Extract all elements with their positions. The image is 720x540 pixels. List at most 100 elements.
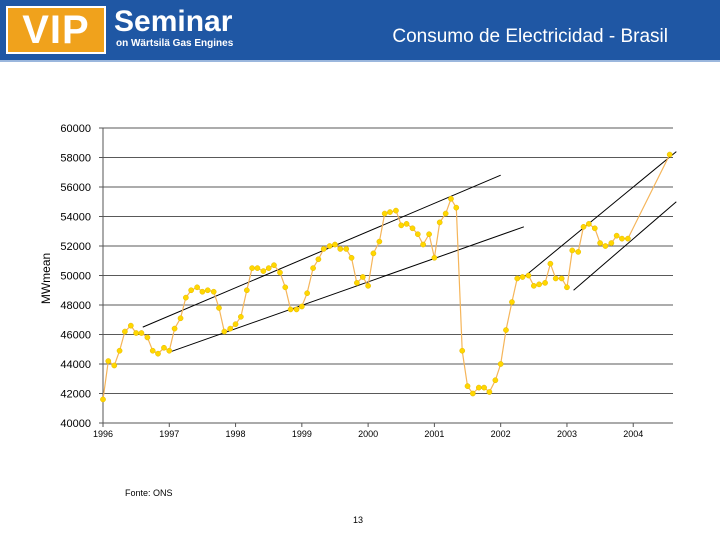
data-point [459, 347, 466, 354]
data-point [138, 330, 145, 336]
data-point [166, 347, 173, 354]
data-point [580, 223, 587, 230]
data-point [536, 281, 542, 288]
data-point [365, 282, 371, 289]
y-tick-label: 56000 [60, 182, 91, 194]
x-tick-label: 2000 [358, 429, 378, 439]
data-point [254, 265, 261, 271]
data-point [613, 232, 620, 239]
y-tick-label: 40000 [60, 418, 91, 430]
data-point [464, 383, 471, 389]
data-point [403, 221, 410, 227]
y-tick-label: 60000 [60, 123, 91, 135]
trend-line [142, 174, 501, 328]
logo-seminar: Seminar [114, 5, 233, 38]
data-point [232, 321, 239, 328]
y-tick-label: 54000 [60, 212, 91, 224]
data-point [271, 262, 277, 269]
data-point [298, 303, 305, 310]
data-point [204, 287, 211, 294]
trend-lines [142, 151, 677, 353]
data-point [149, 347, 156, 354]
header-divider [0, 60, 720, 62]
x-tick-label: 1999 [292, 429, 312, 439]
data-point [619, 235, 625, 242]
y-tick-label: 50000 [60, 271, 91, 283]
data-point [144, 334, 151, 341]
data-point [519, 274, 526, 280]
data-point [376, 238, 383, 245]
data-point [199, 288, 206, 295]
data-point [353, 280, 360, 286]
y-tick-label: 46000 [60, 330, 91, 342]
y-tick-label: 48000 [60, 300, 91, 312]
data-point [238, 313, 244, 320]
data-point [552, 275, 559, 282]
slide-title: Consumo de Electricidad - Brasil [392, 26, 668, 47]
data-point [436, 219, 443, 226]
data-point [370, 250, 377, 257]
data-point [171, 325, 178, 332]
data-point [111, 362, 118, 369]
data-point [398, 222, 405, 229]
y-tick-label: 44000 [60, 359, 91, 371]
data-point [431, 254, 438, 261]
data-point [585, 221, 592, 227]
data-point [182, 294, 189, 301]
data-point [210, 288, 217, 295]
data-point [591, 225, 598, 232]
data-point [194, 284, 200, 291]
data-points [100, 151, 673, 403]
data-point [575, 249, 582, 255]
data-point [525, 272, 532, 279]
x-tick-label: 1996 [93, 429, 113, 439]
x-tick-label: 1997 [159, 429, 179, 439]
data-point [448, 195, 454, 202]
x-tick-label: 2003 [557, 429, 577, 439]
y-tick-label: 52000 [60, 241, 91, 253]
data-point [243, 287, 250, 294]
y-tick-label: 58000 [60, 153, 91, 165]
x-tick-label: 2001 [424, 429, 444, 439]
data-point [409, 225, 416, 232]
data-point [558, 275, 565, 282]
data-point [260, 268, 267, 274]
trend-line [523, 151, 677, 278]
data-point [547, 260, 554, 267]
data-point [542, 280, 548, 286]
data-point [343, 246, 350, 252]
page-number: 13 [353, 515, 364, 525]
data-point [282, 284, 289, 291]
data-point [475, 384, 482, 391]
data-point [492, 377, 499, 384]
data-point [442, 210, 449, 217]
data-point [608, 240, 615, 246]
data-point [155, 350, 161, 357]
logo-subtitle: on Wärtsilä Gas Engines [116, 38, 234, 49]
x-axis-ticks: 1996 1997 1998 1999 2000 2001 2002 2003 2004 [93, 423, 643, 439]
data-point [161, 344, 167, 351]
data-point [387, 209, 393, 215]
data-point [227, 325, 234, 332]
data-point [105, 358, 112, 364]
data-point [315, 256, 322, 263]
data-point [481, 384, 487, 391]
logo-vip: VIP [6, 6, 106, 54]
data-point [133, 330, 139, 336]
data-point [265, 265, 272, 271]
data-point [569, 247, 576, 254]
data-point [348, 254, 355, 261]
data-point [497, 361, 504, 367]
data-point [216, 305, 222, 311]
x-tick-label: 2004 [623, 429, 643, 439]
data-point [426, 231, 432, 238]
data-point [116, 347, 123, 354]
series-line [102, 154, 671, 400]
data-point [666, 151, 673, 158]
data-point [486, 389, 493, 395]
x-tick-label: 1998 [226, 429, 246, 439]
slide-header: VIP Seminar on Wärtsilä Gas Engines Cons… [0, 0, 720, 60]
data-point [188, 287, 195, 294]
data-point [420, 241, 426, 248]
